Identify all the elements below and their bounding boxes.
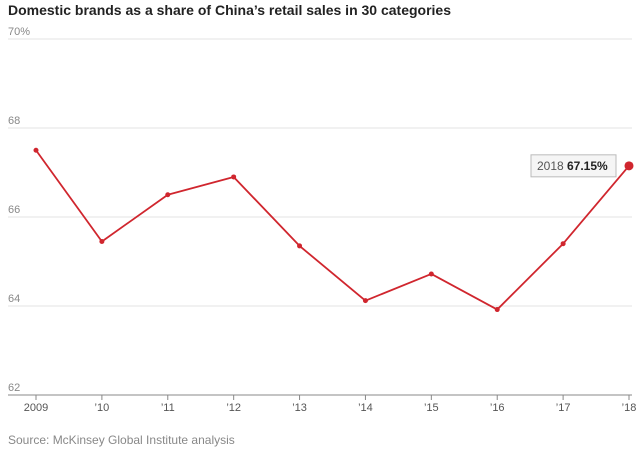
x-tick-label: ’11 bbox=[161, 402, 175, 414]
chart-title: Domestic brands as a share of China’s re… bbox=[8, 2, 452, 18]
x-axis-ticks: 2009 ’10 ’11 ’12 ’13 ’14 ’15 ’16 ’17 ’18 bbox=[24, 395, 637, 414]
y-tick-label: 70% bbox=[8, 26, 30, 38]
x-tick-label: ’18 bbox=[622, 402, 637, 414]
x-tick-label: ’13 bbox=[292, 402, 307, 414]
data-point bbox=[33, 147, 39, 153]
tooltip-box bbox=[530, 154, 617, 178]
data-point bbox=[165, 192, 171, 198]
series-line bbox=[35, 149, 630, 311]
x-tick-label: ’10 bbox=[95, 402, 110, 414]
x-tick-label: 2009 bbox=[24, 402, 48, 414]
highlight-tooltip: 2018 67.15% bbox=[530, 154, 617, 178]
y-axis-ticks: 70% 68 66 64 62 bbox=[8, 26, 30, 394]
highlighted-data-point bbox=[624, 161, 634, 171]
x-tick-label: ’12 bbox=[226, 402, 241, 414]
y-tick-label: 68 bbox=[8, 115, 20, 127]
gridlines bbox=[8, 38, 632, 396]
data-point bbox=[231, 174, 237, 180]
x-tick-label: ’16 bbox=[490, 402, 505, 414]
x-tick-label: ’17 bbox=[556, 402, 571, 414]
y-tick-label: 62 bbox=[8, 382, 20, 394]
data-points bbox=[33, 147, 634, 313]
x-tick-label: ’15 bbox=[424, 402, 439, 414]
data-point bbox=[560, 241, 566, 247]
tooltip-year: 2018 bbox=[537, 159, 564, 173]
data-point bbox=[494, 307, 500, 313]
source-note: Source: McKinsey Global Institute analys… bbox=[8, 433, 235, 447]
tooltip-value: 67.15% bbox=[567, 159, 608, 173]
data-point bbox=[99, 238, 105, 244]
y-tick-label: 66 bbox=[8, 204, 20, 216]
y-tick-label: 64 bbox=[8, 293, 20, 305]
data-point bbox=[297, 243, 303, 249]
x-tick-label: ’14 bbox=[358, 402, 373, 414]
series-line-path bbox=[35, 149, 630, 311]
data-point bbox=[428, 271, 434, 277]
data-point bbox=[362, 298, 368, 304]
